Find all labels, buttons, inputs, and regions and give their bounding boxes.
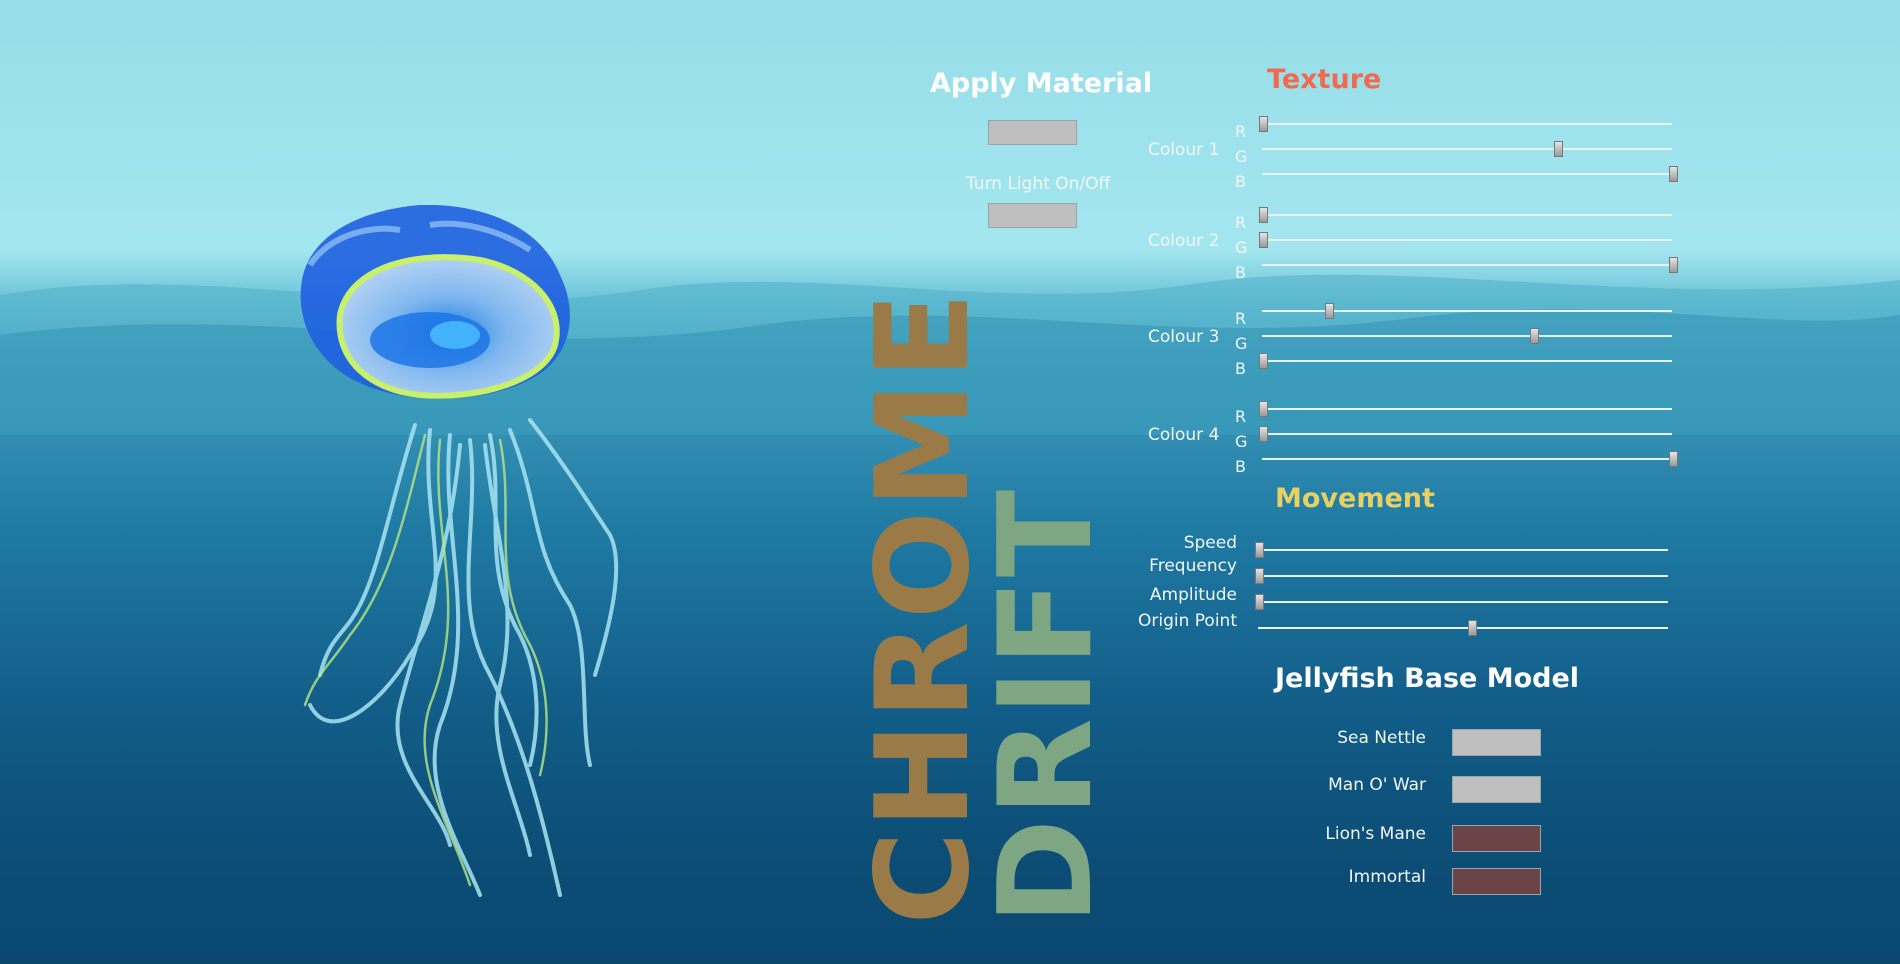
apply-material-button[interactable]	[988, 120, 1077, 145]
slider-track[interactable]	[1262, 173, 1672, 175]
movement-param-label: Frequency	[1149, 556, 1237, 576]
colour3-b-slider[interactable]	[1259, 352, 1672, 370]
light-toggle-label: Turn Light On/Off	[966, 174, 1111, 194]
movement-param-label: Speed	[1183, 533, 1237, 553]
slider-thumb[interactable]	[1259, 353, 1268, 369]
model-lion-s-mane-button[interactable]	[1452, 825, 1541, 852]
channel-label-g: G	[1235, 238, 1248, 257]
slider-track[interactable]	[1262, 123, 1672, 125]
texture-heading: Texture	[1267, 64, 1382, 95]
colour2-b-slider[interactable]	[1262, 256, 1678, 274]
colour-group-label: Colour 2	[1148, 231, 1220, 251]
model-option-label: Sea Nettle	[1337, 728, 1426, 748]
movement-param-label: Origin Point	[1138, 611, 1237, 631]
colour2-r-slider[interactable]	[1259, 206, 1672, 224]
movement-heading: Movement	[1275, 483, 1435, 514]
slider-track[interactable]	[1262, 335, 1672, 337]
colour1-r-slider[interactable]	[1259, 115, 1672, 133]
channel-label-g: G	[1235, 334, 1248, 353]
channel-label-r: R	[1235, 309, 1247, 328]
colour4-b-slider[interactable]	[1262, 450, 1678, 468]
slider-thumb[interactable]	[1554, 141, 1564, 157]
slider-thumb[interactable]	[1255, 594, 1264, 610]
colour1-b-slider[interactable]	[1262, 165, 1678, 183]
slider-track[interactable]	[1258, 549, 1668, 551]
slider-thumb[interactable]	[1255, 542, 1264, 558]
model-option-label: Lion's Mane	[1325, 824, 1426, 844]
slider-thumb[interactable]	[1259, 207, 1268, 223]
slider-track[interactable]	[1262, 360, 1672, 362]
slider-thumb[interactable]	[1669, 257, 1678, 273]
slider-track[interactable]	[1262, 310, 1672, 312]
movement-amplitude-slider[interactable]	[1255, 593, 1668, 611]
base-model-heading: Jellyfish Base Model	[1275, 663, 1580, 694]
slider-thumb[interactable]	[1259, 232, 1268, 248]
movement-param-label: Amplitude	[1149, 585, 1237, 605]
movement-origin-point-slider[interactable]	[1258, 619, 1668, 637]
channel-label-b: B	[1235, 263, 1246, 282]
slider-thumb[interactable]	[1259, 426, 1268, 442]
apply-material-label: Apply Material	[930, 68, 1153, 99]
colour3-r-slider[interactable]	[1262, 302, 1672, 320]
channel-label-g: G	[1235, 147, 1248, 166]
slider-track[interactable]	[1258, 575, 1668, 577]
slider-thumb[interactable]	[1669, 451, 1678, 467]
slider-track[interactable]	[1262, 433, 1672, 435]
model-option-label: Immortal	[1348, 867, 1426, 887]
slider-track[interactable]	[1262, 408, 1672, 410]
slider-track[interactable]	[1258, 627, 1668, 629]
model-option-label: Man O' War	[1328, 775, 1426, 795]
slider-track[interactable]	[1262, 148, 1672, 150]
game-title-drift: DRIFT	[972, 487, 1121, 925]
model-man-o-war-button[interactable]	[1452, 776, 1541, 803]
slider-thumb[interactable]	[1259, 116, 1268, 132]
slider-thumb[interactable]	[1529, 328, 1539, 344]
colour4-g-slider[interactable]	[1259, 425, 1672, 443]
model-immortal-button[interactable]	[1452, 868, 1541, 895]
slider-track[interactable]	[1262, 264, 1672, 266]
movement-frequency-slider[interactable]	[1255, 567, 1668, 585]
slider-thumb[interactable]	[1255, 568, 1264, 584]
colour2-g-slider[interactable]	[1259, 231, 1672, 249]
slider-thumb[interactable]	[1669, 166, 1678, 182]
colour-group-label: Colour 1	[1148, 140, 1220, 160]
colour3-g-slider[interactable]	[1262, 327, 1672, 345]
slider-track[interactable]	[1262, 214, 1672, 216]
model-sea-nettle-button[interactable]	[1452, 729, 1541, 756]
movement-speed-slider[interactable]	[1255, 541, 1668, 559]
light-toggle-button[interactable]	[988, 203, 1077, 228]
slider-thumb[interactable]	[1468, 620, 1478, 636]
colour1-g-slider[interactable]	[1262, 140, 1672, 158]
channel-label-g: G	[1235, 432, 1248, 451]
channel-label-b: B	[1235, 457, 1246, 476]
colour-group-label: Colour 4	[1148, 425, 1220, 445]
jellyfish-model[interactable]	[290, 205, 660, 910]
channel-label-r: R	[1235, 213, 1247, 232]
slider-track[interactable]	[1258, 601, 1668, 603]
slider-track[interactable]	[1262, 239, 1672, 241]
channel-label-b: B	[1235, 359, 1246, 378]
colour4-r-slider[interactable]	[1259, 400, 1672, 418]
game-title-chrome: CHROME	[849, 289, 998, 925]
slider-track[interactable]	[1262, 458, 1672, 460]
channel-label-r: R	[1235, 407, 1247, 426]
colour-group-label: Colour 3	[1148, 327, 1220, 347]
slider-thumb[interactable]	[1324, 303, 1334, 319]
channel-label-b: B	[1235, 172, 1246, 191]
slider-thumb[interactable]	[1259, 401, 1268, 417]
channel-label-r: R	[1235, 122, 1247, 141]
